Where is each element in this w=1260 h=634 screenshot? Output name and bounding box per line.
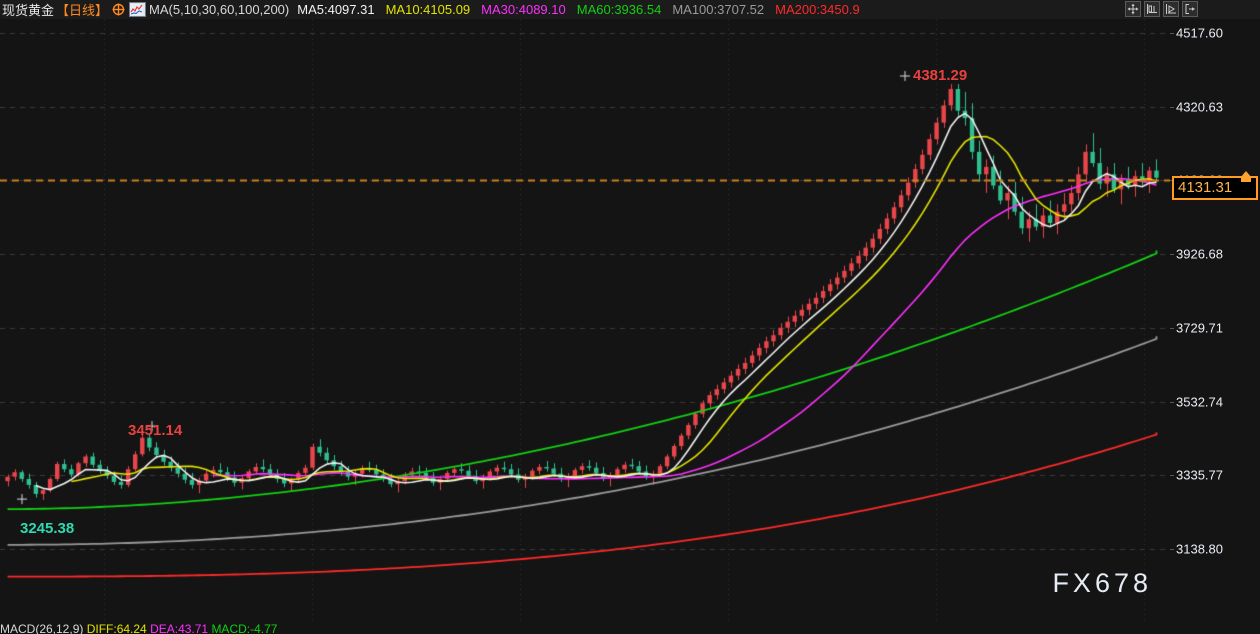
ma10-readout: MA10:4105.09 [385,2,471,17]
axis-tick-label: 4517.60 [1176,25,1223,41]
chart-header: 现货黄金 【日线】 MA(5,10,30,60,100,200) MA5:409… [0,0,1260,19]
axis-tick-label: 3335.77 [1176,467,1223,483]
axis-tickmark [1170,254,1174,256]
watermark: FX678 [1052,568,1152,598]
axis-tick-label: 3138.80 [1176,541,1223,557]
candlestick-canvas[interactable] [0,19,1170,623]
axis-tickmark [1170,401,1174,403]
high-label: 4381.29 [913,67,968,84]
current-price-badge[interactable]: 4131.31 [1172,175,1258,200]
axis-tick-label: 3532.74 [1176,394,1223,410]
symbol-name: 现货黄金 [2,3,55,18]
ma100-readout: MA100:3707.52 [672,2,765,17]
ma-config-label: MA(5,10,30,60,100,200) [149,2,290,17]
ma200-readout: MA200:3450.9 [775,2,860,17]
macd-readout: MACD(26,12,9) DIFF:64.24 DEA:43.71 MACD:… [0,623,277,634]
macd-term: MACD:-4.77 [211,623,278,634]
macd-term: DEA:43.71 [150,623,212,634]
axis-tickmark [1170,106,1174,108]
ma30-readout: MA30:4089.10 [481,2,566,17]
period-label[interactable]: 【日线】 [56,3,109,18]
axis-tickmark [1170,475,1174,477]
price-marker-arrow [1240,171,1252,179]
axis-tickmark [1170,33,1174,34]
mini-chart-icon[interactable] [129,2,147,17]
crosshair-icon[interactable] [112,3,125,16]
axis-tick-label: 4320.63 [1176,99,1223,115]
move-arrows-icon[interactable] [1125,1,1141,17]
macd-term: MACD(26,12,9) [0,623,87,634]
axis-tick-label: 3926.68 [1176,246,1223,262]
chart-toolbar [1125,1,1198,17]
ma5-readout: MA5:4097.31 [297,2,375,17]
bar-align-right-icon[interactable] [1163,1,1179,17]
low-label: 3245.38 [20,520,75,537]
axis-tick-label: 3729.71 [1176,320,1223,336]
chart-plot-area[interactable]: FX678 4381.29 3451.14 3245.38 [0,19,1170,623]
exit-arrow-icon[interactable] [1182,1,1198,17]
axis-tickmark [1170,327,1174,329]
price-axis[interactable]: 4517.604320.634123.663926.683729.713532.… [1170,19,1260,623]
swing-high-label: 3451.14 [128,422,183,439]
ma60-readout: MA60:3936.54 [576,2,662,17]
bar-align-left-icon[interactable] [1144,1,1160,17]
indicator-pane-strip: MACD(26,12,9) DIFF:64.24 DEA:43.71 MACD:… [0,623,1260,634]
macd-term: DIFF:64.24 [86,623,151,634]
price-marker-stem [1241,178,1251,183]
axis-tickmark [1170,549,1174,550]
